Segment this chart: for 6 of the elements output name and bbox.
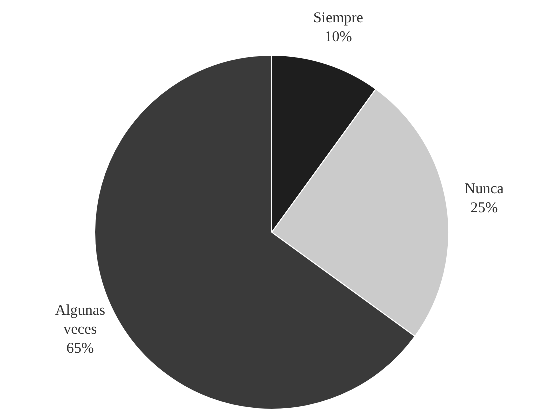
slice-label: Nunca — [464, 181, 504, 198]
data-label: 10% — [324, 29, 352, 46]
slice-label: Siempre — [313, 10, 364, 26]
data-label: 65% — [66, 341, 94, 358]
slice-label: Algunas veces — [55, 303, 106, 338]
data-label: 25% — [470, 200, 498, 216]
